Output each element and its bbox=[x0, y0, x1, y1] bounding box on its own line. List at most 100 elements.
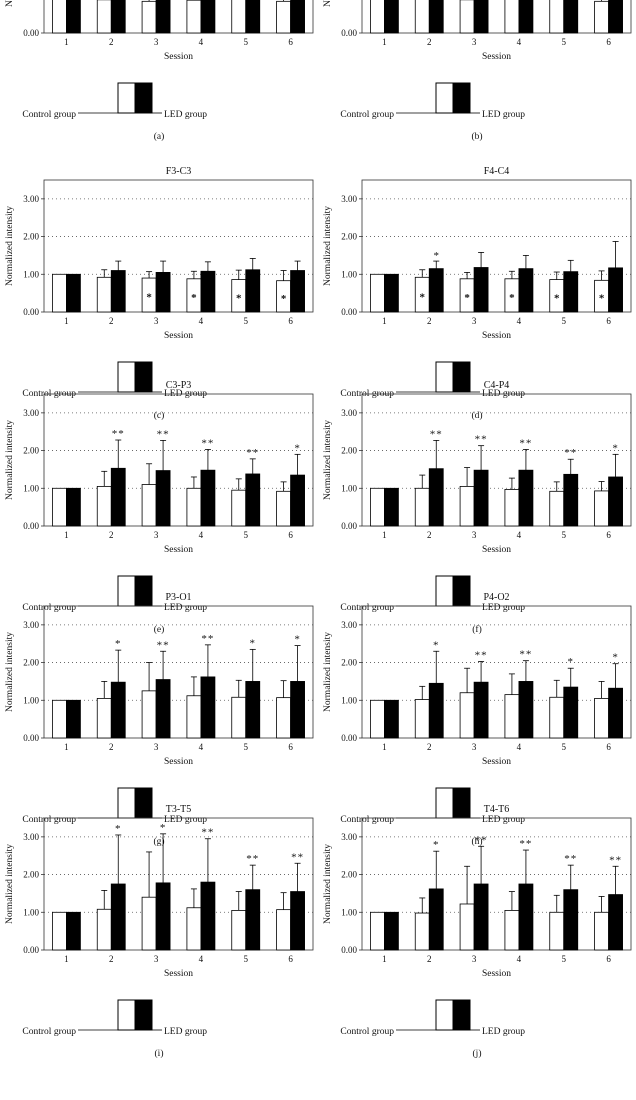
chart-panel-8: P4-O2 0.00 1.00 2.00 3.00 Normalized intensit… bbox=[323, 592, 632, 847]
bar-led bbox=[384, 911, 399, 951]
legend-swatch-led bbox=[134, 82, 153, 114]
bar-led bbox=[290, 270, 305, 313]
y-tick-label: 0.00 bbox=[341, 521, 357, 531]
significance-marker: ** bbox=[291, 851, 304, 863]
legend-swatch-control bbox=[435, 575, 454, 607]
y-tick-label: 1.00 bbox=[341, 269, 357, 279]
bar-control bbox=[276, 909, 291, 951]
plot-frame bbox=[361, 0, 632, 34]
significance-marker: ** bbox=[157, 639, 170, 651]
significance-marker: * bbox=[281, 293, 287, 305]
bar-control bbox=[459, 485, 475, 527]
significance-marker: ** bbox=[609, 854, 622, 866]
bar-led bbox=[290, 681, 305, 739]
significance-marker: * bbox=[434, 250, 440, 262]
significance-marker: ** bbox=[564, 853, 577, 865]
bar-led bbox=[428, 268, 444, 313]
y-axis-label: Normalized intensity bbox=[323, 0, 333, 7]
legend: Control group LED group bbox=[340, 575, 525, 613]
y-tick-label: 0.00 bbox=[23, 521, 39, 531]
x-tick-label: 1 bbox=[382, 316, 387, 326]
bar-led bbox=[66, 699, 81, 739]
x-tick-label: 3 bbox=[472, 316, 477, 326]
legend-label-control: Control group bbox=[340, 815, 394, 825]
significance-marker: * bbox=[294, 634, 301, 646]
x-tick-label: 4 bbox=[517, 37, 522, 47]
y-tick-label: 1.00 bbox=[341, 907, 357, 917]
bar-led bbox=[518, 0, 534, 34]
y-tick-label: 3.00 bbox=[341, 620, 357, 630]
significance-marker: * bbox=[554, 292, 560, 304]
legend-label-control: Control group bbox=[340, 603, 394, 613]
plot-frame bbox=[361, 179, 632, 313]
bar-led bbox=[428, 682, 444, 739]
significance-marker: ** bbox=[475, 834, 488, 846]
bar-control bbox=[52, 911, 67, 951]
legend-swatch-control bbox=[435, 361, 454, 393]
y-tick-label: 2.00 bbox=[23, 232, 39, 242]
bar-control bbox=[141, 896, 157, 951]
bar-led bbox=[608, 894, 623, 951]
x-tick-label: 2 bbox=[427, 316, 432, 326]
significance-marker: ** bbox=[519, 649, 532, 661]
legend-swatch-led bbox=[452, 575, 471, 607]
y-tick-label: 0.00 bbox=[341, 307, 357, 317]
bar-control bbox=[370, 487, 385, 527]
bar-led bbox=[200, 469, 216, 527]
y-axis-label: Normalized intensity bbox=[323, 844, 333, 924]
significance-marker: ** bbox=[519, 838, 532, 850]
bar-control bbox=[186, 695, 202, 739]
y-axis-label: Normalized intensity bbox=[323, 420, 333, 500]
legend-label-control: Control group bbox=[340, 110, 394, 120]
legend-label-led: LED group bbox=[482, 1027, 525, 1037]
x-tick-label: 1 bbox=[64, 954, 69, 964]
plot-frame bbox=[361, 817, 632, 951]
y-axis-label: Normalized intensity bbox=[5, 632, 15, 712]
legend-label-control: Control group bbox=[22, 1027, 76, 1037]
y-tick-label: 0.00 bbox=[23, 28, 39, 38]
y-tick-label: 1.00 bbox=[23, 483, 39, 493]
x-tick-label: 1 bbox=[382, 742, 387, 752]
bar-led bbox=[245, 0, 261, 34]
panel-label: (f) bbox=[472, 624, 482, 635]
x-axis-label: Session bbox=[482, 331, 511, 341]
bar-control bbox=[186, 907, 202, 951]
legend: Control group LED group bbox=[340, 82, 525, 120]
bar-led bbox=[245, 269, 261, 313]
x-tick-label: 6 bbox=[606, 530, 611, 540]
legend-swatch-led bbox=[134, 361, 153, 393]
significance-marker: * bbox=[294, 442, 301, 454]
x-tick-label: 5 bbox=[562, 37, 567, 47]
legend-label-led: LED group bbox=[164, 603, 207, 613]
y-axis-label: Normalized intensity bbox=[323, 206, 333, 286]
bar-led bbox=[563, 0, 579, 34]
x-tick-label: 3 bbox=[154, 742, 159, 752]
y-tick-label: 0.00 bbox=[23, 733, 39, 743]
y-tick-label: 0.00 bbox=[23, 307, 39, 317]
legend-label-led: LED group bbox=[482, 110, 525, 120]
bar-led bbox=[110, 681, 126, 739]
bar-led bbox=[290, 474, 305, 527]
bar-led bbox=[608, 476, 623, 527]
chart-panel-4: F4-C4 0.00 1.00 2.00 3.00 Normalized intensit… bbox=[323, 166, 632, 421]
y-tick-label: 3.00 bbox=[341, 832, 357, 842]
bar-control bbox=[594, 911, 609, 951]
significance-marker: ** bbox=[246, 853, 259, 865]
bar-led bbox=[518, 469, 534, 527]
significance-marker: ** bbox=[201, 437, 214, 449]
legend-label-led: LED group bbox=[164, 1027, 207, 1037]
bar-control bbox=[141, 0, 157, 34]
bar-led bbox=[518, 883, 534, 951]
y-tick-label: 0.00 bbox=[341, 28, 357, 38]
x-tick-label: 3 bbox=[472, 530, 477, 540]
legend: Control group LED group bbox=[22, 82, 207, 120]
legend-label-led: LED group bbox=[164, 815, 207, 825]
bar-led bbox=[608, 687, 623, 739]
x-tick-label: 4 bbox=[199, 954, 204, 964]
x-tick-label: 6 bbox=[606, 37, 611, 47]
panel-label: (a) bbox=[154, 131, 165, 142]
x-tick-label: 3 bbox=[154, 316, 159, 326]
plot-frame bbox=[43, 605, 314, 739]
bar-control bbox=[504, 0, 520, 34]
bar-led bbox=[66, 273, 81, 313]
